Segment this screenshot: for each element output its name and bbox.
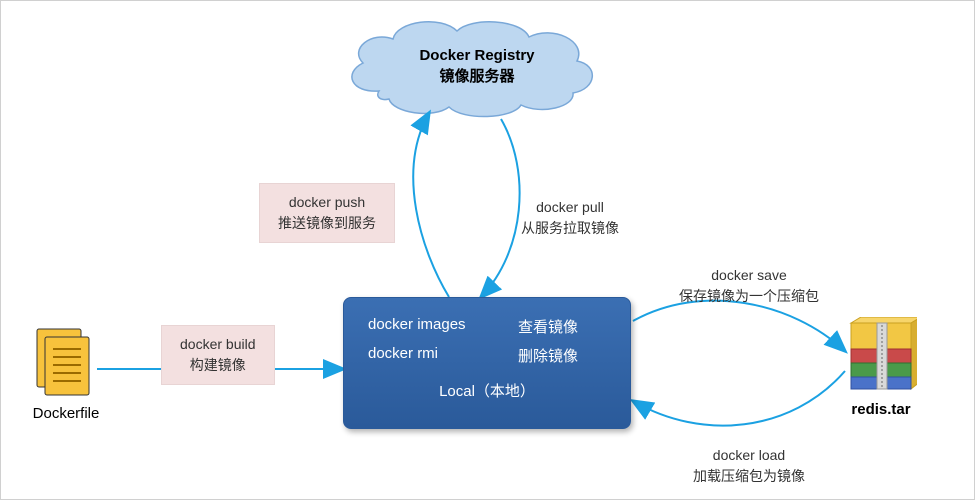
local-row-1: docker rmi 删除镜像 bbox=[368, 345, 606, 366]
registry-node: Docker Registry 镜像服务器 bbox=[393, 45, 561, 87]
load-label: docker load 加载压缩包为镜像 bbox=[693, 445, 805, 487]
save-label: docker save 保存镜像为一个压缩包 bbox=[679, 265, 819, 307]
dockerfile-node bbox=[35, 327, 97, 404]
push-desc: 推送镜像到服务 bbox=[278, 213, 376, 234]
registry-subtitle: 镜像服务器 bbox=[393, 66, 561, 87]
local-cmd-1: docker rmi bbox=[368, 345, 518, 366]
local-node: docker images 查看镜像 docker rmi 删除镜像 Local… bbox=[343, 297, 631, 429]
edge-load bbox=[633, 371, 845, 426]
push-cmd: docker push bbox=[278, 192, 376, 213]
dockerfile-icon bbox=[35, 327, 97, 399]
edge-push bbox=[413, 113, 449, 297]
local-title: Local（本地） bbox=[368, 380, 606, 401]
save-cmd: docker save bbox=[679, 265, 819, 286]
tarfile-label: redis.tar bbox=[835, 401, 927, 418]
edge-pull bbox=[481, 119, 520, 297]
build-label: docker build 构建镜像 bbox=[161, 325, 275, 385]
archive-icon bbox=[845, 317, 917, 397]
build-cmd: docker build bbox=[180, 334, 256, 355]
edge-save bbox=[633, 301, 845, 351]
diagram-canvas: Docker Registry 镜像服务器 docker images 查看镜像… bbox=[0, 0, 975, 500]
push-label: docker push 推送镜像到服务 bbox=[259, 183, 395, 243]
tarfile-node bbox=[845, 317, 917, 402]
local-desc-0: 查看镜像 bbox=[518, 316, 578, 337]
pull-desc: 从服务拉取镜像 bbox=[521, 218, 619, 239]
local-row-0: docker images 查看镜像 bbox=[368, 316, 606, 337]
load-desc: 加载压缩包为镜像 bbox=[693, 466, 805, 487]
load-cmd: docker load bbox=[693, 445, 805, 466]
save-desc: 保存镜像为一个压缩包 bbox=[679, 286, 819, 307]
pull-cmd: docker pull bbox=[521, 197, 619, 218]
build-desc: 构建镜像 bbox=[180, 355, 256, 376]
dockerfile-label: Dockerfile bbox=[21, 405, 111, 422]
local-desc-1: 删除镜像 bbox=[518, 345, 578, 366]
local-cmd-0: docker images bbox=[368, 316, 518, 337]
pull-label: docker pull 从服务拉取镜像 bbox=[521, 197, 619, 239]
registry-title: Docker Registry bbox=[393, 45, 561, 66]
